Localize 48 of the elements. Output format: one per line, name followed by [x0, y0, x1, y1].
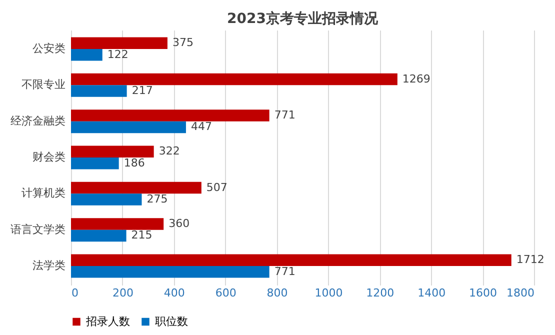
bar	[71, 194, 142, 206]
data-label: 217	[132, 84, 153, 98]
x-tick-label: 1600	[469, 286, 498, 300]
data-label: 360	[168, 216, 190, 230]
y-tick-label: 计算机类	[22, 186, 66, 200]
data-label: 771	[274, 108, 296, 122]
data-label: 447	[190, 120, 212, 134]
data-label: 1269	[402, 72, 430, 86]
y-tick-label: 语言文学类	[10, 222, 66, 236]
y-tick-label: 公安类	[32, 42, 66, 55]
x-tick-label: 600	[215, 286, 236, 300]
bar	[71, 182, 202, 194]
bar	[71, 48, 102, 61]
y-tick-label: 财会类	[32, 150, 66, 164]
data-label: 215	[131, 228, 152, 242]
data-label: 186	[124, 156, 145, 170]
chart-title: 2023京考专业招录情况	[227, 10, 379, 27]
data-label: 275	[146, 192, 168, 206]
x-tick-label: 800	[266, 286, 288, 300]
legend-label: 职位数	[155, 314, 188, 328]
bar	[71, 110, 270, 122]
y-tick-label: 经济金融类	[10, 114, 66, 128]
x-tick-label: 400	[164, 286, 185, 300]
legend-label: 招录人数	[85, 314, 130, 328]
bar	[71, 230, 126, 242]
bar	[71, 85, 127, 97]
y-tick-label: 不限专业	[22, 78, 66, 92]
bar	[71, 37, 168, 49]
bar	[71, 146, 154, 158]
y-tick-label: 法学类	[32, 259, 66, 272]
data-label: 375	[172, 36, 194, 50]
bar	[71, 121, 186, 134]
x-tick-label: 1400	[418, 286, 446, 300]
data-label: 122	[107, 48, 128, 61]
bar	[71, 158, 119, 170]
x-tick-label: 200	[112, 286, 134, 300]
data-label: 1712	[516, 253, 544, 266]
bar	[71, 254, 512, 266]
x-tick-label: 1200	[366, 286, 394, 300]
data-label: 322	[158, 144, 180, 158]
data-label: 507	[206, 180, 228, 194]
x-tick-label: 0	[72, 286, 78, 300]
data-label: 771	[274, 264, 296, 278]
x-tick-label: 1800	[506, 286, 534, 300]
x-tick-label: 1000	[314, 286, 343, 300]
bar	[71, 218, 164, 230]
bar	[71, 266, 270, 278]
bar	[71, 73, 398, 86]
